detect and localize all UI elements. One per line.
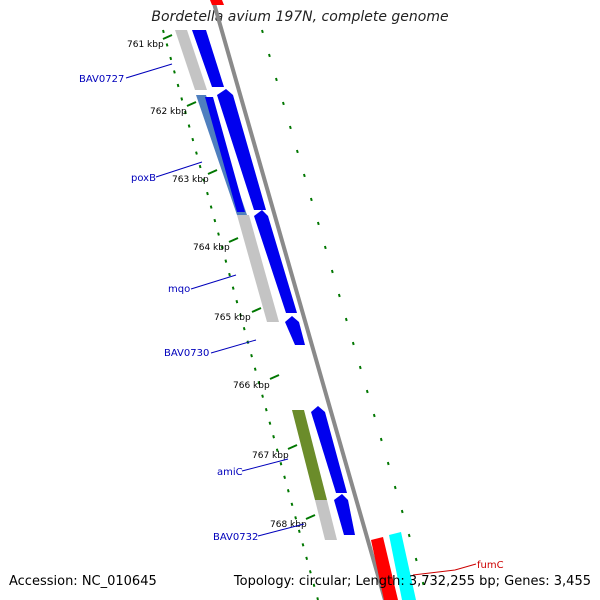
tick-mark (287, 444, 298, 450)
gene-label-amic[interactable]: amiC (217, 467, 243, 478)
tick-mark (207, 169, 218, 175)
leader-line-bav0732 (257, 523, 305, 537)
gene-top-red-marker (210, 0, 224, 5)
genome-backbone (211, 0, 387, 600)
gene-cyan-marker (389, 532, 416, 600)
tick-label: 763 kbp (172, 175, 209, 185)
tick-mark (269, 374, 280, 380)
gene-label-bav0730[interactable]: BAV0730 (164, 348, 209, 359)
leader-line-amic (241, 458, 289, 472)
cds-mqo (254, 210, 297, 313)
tick-label: 766 kbp (233, 381, 270, 391)
cds-bav0732 (334, 494, 355, 535)
tick-mark (251, 307, 262, 313)
gc-skew-line-inner (162, 29, 319, 600)
cds-poxb (205, 97, 245, 212)
highlight-band-bav0732 (315, 500, 337, 540)
tick-label: 761 kbp (127, 40, 164, 50)
tick-label: 768 kbp (270, 520, 307, 530)
tick-mark (186, 101, 197, 107)
tick-label: 762 kbp (150, 107, 187, 117)
tick-label: 764 kbp (193, 243, 230, 253)
leader-line-fumc (412, 563, 477, 576)
map-title: Bordetella avium 197N, complete genome (151, 9, 449, 25)
gene-label-bav0727[interactable]: BAV0727 (79, 74, 124, 85)
tick-label: 767 kbp (252, 451, 289, 461)
gene-label-mqo[interactable]: mqo (168, 284, 190, 295)
gene-red-marker (371, 537, 398, 600)
cds-bav0727 (192, 30, 224, 87)
tick-mark (305, 514, 316, 520)
tick-mark (228, 237, 239, 243)
gene-label-bav0732[interactable]: BAV0732 (213, 532, 258, 543)
leader-line-mqo (190, 274, 237, 290)
tick-mark (162, 34, 173, 40)
cds-bav0729 (217, 89, 266, 210)
leader-line-bav0727 (125, 63, 173, 79)
topology-text: Topology: circular; Length: 3,732,255 bp… (233, 574, 591, 589)
gene-label-poxb[interactable]: poxB (131, 173, 156, 184)
cds-amic (311, 406, 347, 493)
leader-line-poxb (155, 161, 203, 178)
highlight-band-amic (292, 410, 327, 500)
highlight-band-bav0727 (175, 30, 207, 90)
gene-label-fumc[interactable]: fumC (477, 560, 504, 571)
tick-label: 765 kbp (214, 313, 251, 323)
accession-text: Accession: NC_010645 (9, 574, 157, 589)
leader-line-bav0730 (210, 339, 257, 354)
cds-bav0730 (285, 316, 305, 345)
tick-group: 761 kbp 762 kbp 763 kbp 764 kbp 765 kbp … (127, 34, 316, 530)
highlight-band-mqo (237, 215, 279, 322)
